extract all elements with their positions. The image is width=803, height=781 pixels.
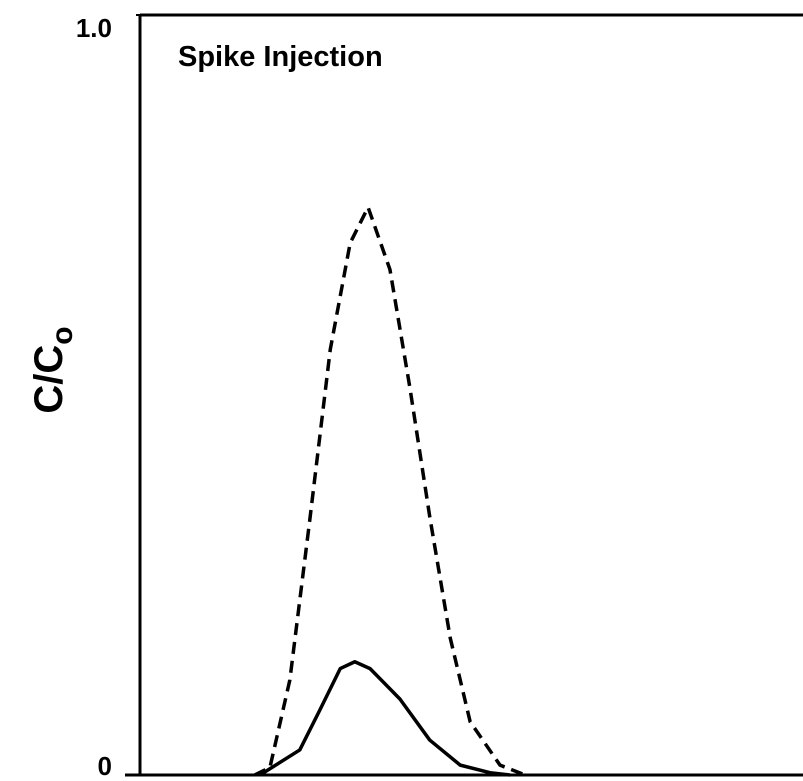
chart-title: Spike Injection <box>178 41 383 73</box>
y-axis-label-sub: o <box>46 326 79 344</box>
y-axis-label: C/Co <box>27 326 79 413</box>
y-tick-label: 0 <box>98 751 112 781</box>
line-series <box>259 660 511 777</box>
y-axis-label-main: C/C <box>27 345 71 414</box>
y-tick-label: 1.0 <box>76 13 112 43</box>
line-series <box>253 205 526 777</box>
